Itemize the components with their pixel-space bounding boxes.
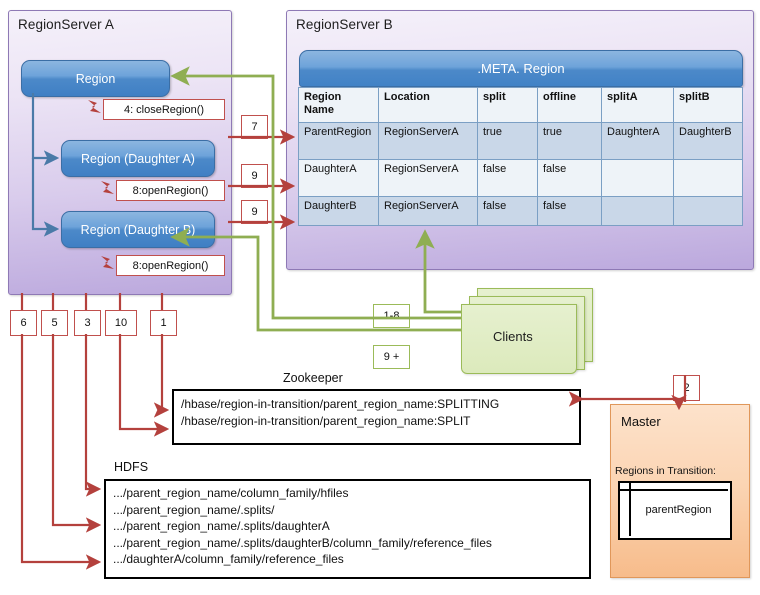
zookeeper-label: Zookeeper (283, 371, 343, 385)
table-row: ParentRegion RegionServerA true true Dau… (298, 122, 743, 160)
hdfs-box: .../parent_region_name/column_family/hfi… (104, 479, 591, 579)
client-card-front[interactable] (461, 304, 577, 374)
meta-region-table: Region Name Location split offline split… (298, 87, 743, 226)
region-box-parent[interactable]: Region (21, 60, 170, 97)
step-badge-7-label: 7 (251, 121, 258, 133)
step-badge-9b-label: 9 (251, 206, 258, 218)
cell-splitb: DaughterB (673, 122, 743, 160)
step-badge-2: 2 (673, 375, 700, 401)
cell-split: false (477, 196, 538, 226)
hdfs-path-3: .../parent_region_name/.splits/daughterB… (113, 535, 492, 550)
hdfs-path-2: .../parent_region_name/.splits/daughterA (113, 519, 330, 534)
region-server-a-title: RegionServer A (18, 17, 114, 32)
cell-region-name: DaughterB (298, 196, 379, 226)
region-box-parent-label: Region (75, 71, 116, 86)
meta-region-header-label: .META. Region (477, 61, 565, 76)
regions-in-transition-label: Regions in Transition: (615, 465, 716, 477)
step-badge-6-label: 6 (20, 317, 27, 329)
hdfs-path-0: .../parent_region_name/column_family/hfi… (113, 486, 349, 500)
region-box-daughter-b-label: Region (Daughter B) (80, 222, 196, 237)
regions-in-transition-table-header (618, 481, 728, 491)
cell-split: false (477, 159, 538, 197)
region-server-b-title: RegionServer B (296, 17, 393, 32)
cell-location: RegionServerA (378, 196, 478, 226)
callout-open-region-b-label: 8:openRegion() (132, 259, 209, 272)
zookeeper-box: /hbase/region-in-transition/parent_regio… (172, 389, 581, 445)
step-badge-9a: 9 (241, 164, 268, 188)
meta-region-header: .META. Region (299, 50, 743, 87)
cell-splitb (673, 196, 743, 226)
callout-open-region-a-label: 8:openRegion() (132, 184, 209, 197)
column-header-splitb: splitB (673, 87, 743, 123)
step-badge-2-label: 2 (683, 382, 690, 394)
step-badge-5-label: 5 (51, 317, 58, 329)
column-header-split: split (477, 87, 538, 123)
zookeeper-path-split: /hbase/region-in-transition/parent_regio… (181, 413, 471, 428)
zookeeper-path-splitting: /hbase/region-in-transition/parent_regio… (181, 397, 500, 411)
column-header-splita: splitA (601, 87, 674, 123)
regions-in-transition-table-divider (618, 481, 631, 536)
step-badge-1-8: 1-8 (373, 304, 410, 328)
callout-close-region: 4: closeRegion() (103, 99, 225, 120)
hdfs-path-4: .../daughterA/column_family/reference_fi… (113, 552, 344, 567)
clients-label: Clients (493, 329, 533, 344)
table-row: DaughterA RegionServerA false false (298, 159, 743, 197)
step-badge-5: 5 (41, 310, 68, 336)
callout-open-region-a: 8:openRegion() (116, 180, 225, 201)
step-badge-6: 6 (10, 310, 37, 336)
column-header-offline: offline (537, 87, 602, 123)
step-badge-1: 1 (150, 310, 177, 336)
step-badge-10-label: 10 (114, 317, 128, 329)
cell-splita (601, 159, 674, 197)
master-zookeeper-arrows (568, 375, 687, 407)
step-badge-3: 3 (74, 310, 101, 336)
step-badge-9-plus: 9 + (373, 345, 410, 369)
region-box-daughter-a-label: Region (Daughter A) (81, 151, 195, 166)
step-badge-9-plus-label: 9 + (383, 351, 400, 363)
step-badge-7: 7 (241, 115, 268, 139)
callout-open-region-b: 8:openRegion() (116, 255, 225, 276)
step-badge-1-label: 1 (160, 317, 167, 329)
cell-splita (601, 196, 674, 226)
hdfs-label: HDFS (114, 460, 149, 474)
step-badge-9b: 9 (241, 200, 268, 224)
cell-splita: DaughterA (601, 122, 674, 160)
region-box-daughter-b[interactable]: Region (Daughter B) (61, 211, 215, 248)
column-header-region-name: Region Name (298, 87, 379, 123)
column-header-location: Location (378, 87, 478, 123)
step-badge-9a-label: 9 (251, 170, 258, 182)
master-title: Master (621, 414, 661, 429)
cell-region-name: DaughterA (298, 159, 379, 197)
cell-splitb (673, 159, 743, 197)
regions-in-transition-entry: parentRegion (645, 504, 712, 516)
step-badge-10: 10 (105, 310, 137, 336)
cell-region-name: ParentRegion (298, 122, 379, 160)
cell-offline: false (537, 159, 602, 197)
table-header-row: Region Name Location split offline split… (298, 87, 743, 123)
cell-location: RegionServerA (378, 122, 478, 160)
hdfs-path-1: .../parent_region_name/.splits/ (113, 502, 275, 517)
table-row: DaughterB RegionServerA false false (298, 196, 743, 226)
region-box-daughter-a[interactable]: Region (Daughter A) (61, 140, 215, 177)
cell-offline: false (537, 196, 602, 226)
callout-close-region-label: 4: closeRegion() (123, 103, 205, 116)
cell-split: true (477, 122, 538, 160)
step-badge-3-label: 3 (84, 317, 91, 329)
cell-location: RegionServerA (378, 159, 478, 197)
step-badge-1-8-label: 1-8 (383, 310, 400, 322)
cell-offline: true (537, 122, 602, 160)
